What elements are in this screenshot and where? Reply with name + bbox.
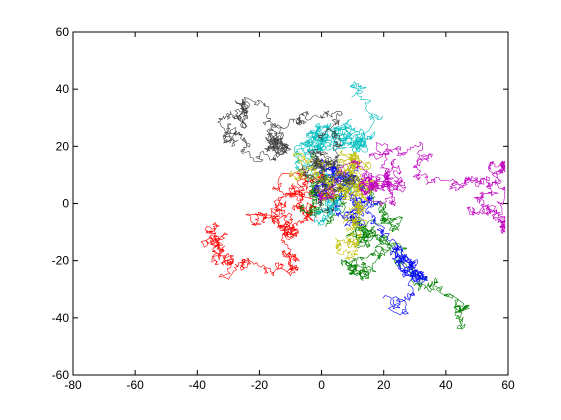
x-tick-label: 60 xyxy=(501,378,515,392)
y-tick-label: 20 xyxy=(56,139,70,153)
x-tick-label: 0 xyxy=(318,378,325,392)
y-tick-label: 60 xyxy=(56,25,70,39)
y-tick-label: 40 xyxy=(56,82,70,96)
y-tick-label: -20 xyxy=(52,254,70,268)
x-tick-label: -80 xyxy=(64,378,82,392)
x-tick-label: -60 xyxy=(126,378,144,392)
x-tick-label: 40 xyxy=(439,378,453,392)
x-tick-label: -20 xyxy=(251,378,269,392)
walk-line-2 xyxy=(299,176,470,330)
x-tick-label: 20 xyxy=(377,378,391,392)
y-tick-label: 0 xyxy=(62,197,69,211)
walk-line-7 xyxy=(217,97,361,214)
x-tick-label: -40 xyxy=(189,378,207,392)
y-tick-label: -40 xyxy=(52,311,70,325)
walk-line-1 xyxy=(200,170,338,280)
walk-series-group xyxy=(200,81,506,330)
y-axis-ticks: -60 -40 -20 0 20 40 60 xyxy=(52,25,508,382)
y-tick-label: -60 xyxy=(52,368,70,382)
x-axis-ticks: -80 -60 -40 -20 0 20 40 60 xyxy=(64,32,515,392)
walk-line-6 xyxy=(317,141,506,234)
